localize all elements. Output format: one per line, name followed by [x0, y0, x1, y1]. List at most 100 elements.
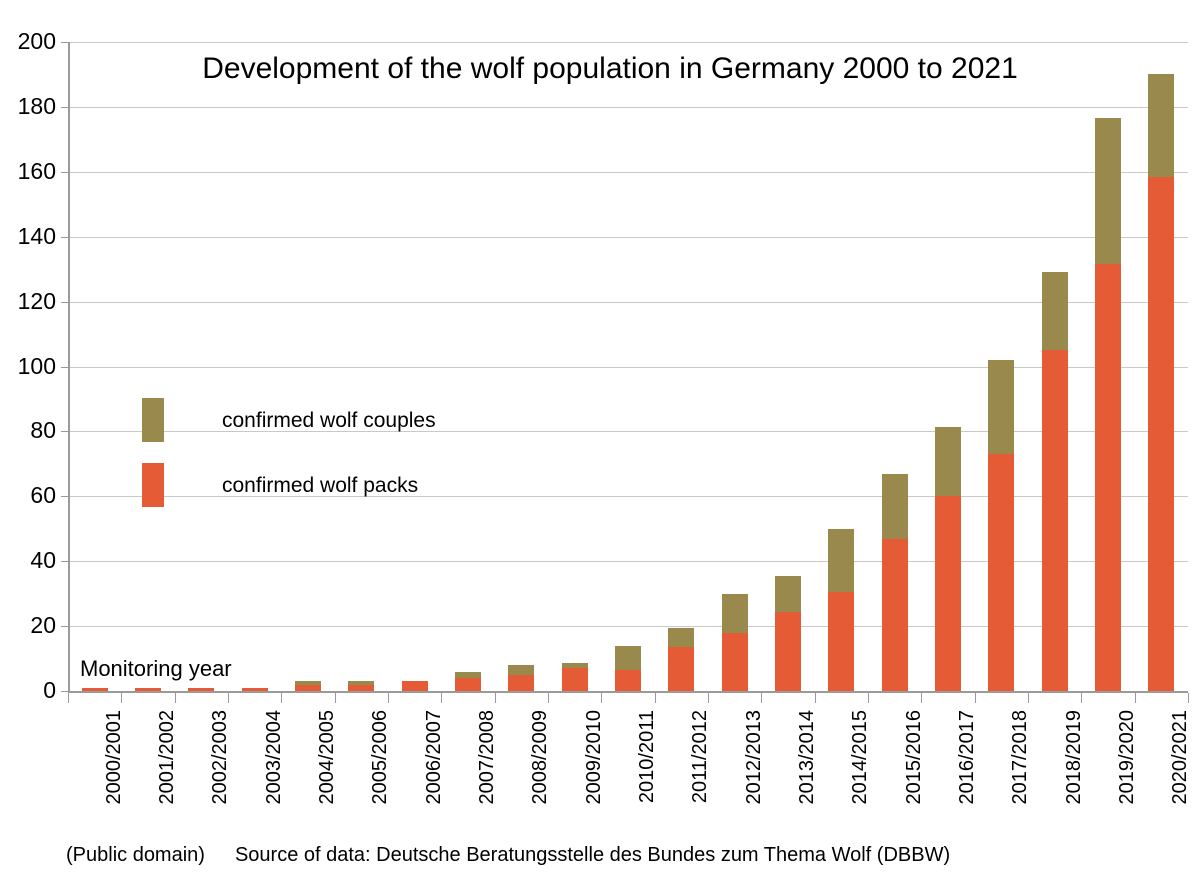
x-tick-mark: [174, 693, 176, 703]
chart-title: Development of the wolf population in Ge…: [202, 52, 1018, 85]
bar-segment-couples: [295, 681, 321, 685]
x-tick-label: 2009/2010: [582, 710, 605, 805]
x-tick-label: 2006/2007: [422, 710, 445, 805]
bar-2007-2008: [455, 671, 481, 691]
x-tick-mark: [68, 693, 69, 703]
x-tick-mark: [1188, 693, 1189, 703]
x-tick-mark: [601, 693, 603, 703]
y-tick-label: 40: [30, 547, 56, 574]
x-tick-label: 2012/2013: [742, 710, 765, 805]
bar-2015-2016: [881, 473, 908, 691]
bar-segment-couples: [881, 473, 908, 539]
bar-2020-2021: [1148, 74, 1175, 691]
gridline: [68, 367, 1188, 368]
bar-segment-packs: [935, 496, 961, 691]
y-tick-mark: [61, 367, 68, 368]
x-tick-label: 2020/2021: [1169, 710, 1192, 805]
bar-segment-packs: [561, 668, 588, 691]
y-tick-mark: [61, 626, 68, 627]
bar-segment-packs: [1095, 264, 1121, 691]
bar-2004-2005: [295, 681, 321, 691]
y-tick-mark: [61, 172, 68, 173]
bar-segment-packs: [455, 678, 481, 691]
monitoring-year-annotation: Monitoring year: [80, 656, 232, 681]
x-tick-mark: [1028, 693, 1029, 703]
bar-2019-2020: [1095, 118, 1121, 691]
y-tick-label: 160: [17, 157, 56, 184]
bar-segment-couples: [721, 593, 748, 633]
bar-segment-packs: [721, 632, 748, 691]
y-tick-label: 100: [17, 352, 56, 379]
bar-segment-packs: [508, 674, 535, 691]
bar-2018-2019: [1041, 272, 1068, 691]
bar-2014-2015: [828, 528, 855, 691]
x-tick-label: 2003/2004: [262, 710, 285, 805]
bar-segment-packs: [348, 684, 375, 691]
gridline: [68, 561, 1188, 562]
gridline: [68, 172, 1188, 173]
y-tick-label: 140: [17, 222, 56, 249]
gridline: [68, 107, 1188, 108]
bar-2011-2012: [668, 627, 695, 691]
y-tick-mark: [61, 496, 68, 497]
x-tick-mark: [974, 693, 976, 703]
x-tick-mark: [121, 693, 123, 703]
x-tick-label: 2008/2009: [529, 710, 552, 805]
x-tick-label: 2018/2019: [1062, 710, 1085, 805]
bar-segment-packs: [668, 647, 695, 691]
bar-segment-packs: [775, 611, 801, 691]
legend-swatch-packs: [142, 463, 164, 507]
gridline: [68, 496, 1188, 497]
bar-segment-packs: [295, 684, 321, 691]
bar-segment-packs: [988, 454, 1015, 691]
x-tick-mark: [281, 693, 283, 703]
x-tick-mark: [441, 693, 443, 703]
bar-segment-couples: [828, 528, 855, 593]
bar-2009-2010: [561, 663, 588, 691]
gridline: [68, 431, 1188, 432]
legend-label-packs: confirmed wolf packs: [222, 473, 419, 497]
bar-2003-2004: [241, 687, 268, 691]
x-tick-mark: [1134, 693, 1136, 703]
y-tick-label: 20: [30, 612, 56, 639]
bar-segment-couples: [775, 575, 801, 612]
y-tick-mark: [61, 42, 68, 43]
bar-segment-couples: [455, 671, 481, 679]
y-tick-label: 200: [17, 28, 56, 54]
legend-item-packs: confirmed wolf packs: [142, 463, 418, 507]
bar-2013-2014: [775, 575, 801, 691]
bar-segment-packs: [615, 669, 641, 691]
x-tick-mark: [228, 693, 229, 703]
x-tick-label: 2013/2014: [796, 710, 818, 805]
y-tick-mark: [61, 302, 68, 303]
bar-segment-couples: [988, 360, 1015, 455]
x-tick-mark: [761, 693, 763, 703]
bar-2002-2003: [188, 687, 215, 691]
bar-segment-couples: [615, 645, 641, 670]
legend-label-couples: confirmed wolf couples: [222, 408, 436, 432]
x-tick-label: 2010/2011: [636, 710, 658, 804]
bar-2008-2009: [508, 665, 535, 691]
x-tick-label: 2017/2018: [1009, 710, 1032, 805]
bar-segment-couples: [935, 426, 961, 497]
x-tick-label: 2005/2006: [369, 710, 392, 805]
y-axis-line: [68, 42, 70, 693]
bar-2001-2002: [135, 687, 161, 691]
y-tick-label: 0: [43, 677, 56, 703]
gridline: [68, 302, 1188, 303]
bar-2006-2007: [401, 681, 428, 691]
x-tick-mark: [334, 693, 336, 703]
x-tick-label: 2004/2005: [316, 710, 338, 805]
x-tick-mark: [548, 693, 549, 703]
y-tick-label: 120: [17, 287, 56, 314]
y-tick-label: 60: [30, 482, 56, 509]
x-tick-mark: [921, 693, 923, 703]
y-tick-mark: [61, 561, 68, 562]
bar-2012-2013: [721, 593, 748, 691]
legend-item-couples: confirmed wolf couples: [142, 398, 436, 442]
bar-segment-couples: [348, 681, 375, 685]
bar-segment-packs: [881, 538, 908, 691]
bar-segment-packs: [188, 687, 215, 691]
plot-area: [68, 42, 1188, 691]
x-tick-mark: [1081, 693, 1083, 703]
